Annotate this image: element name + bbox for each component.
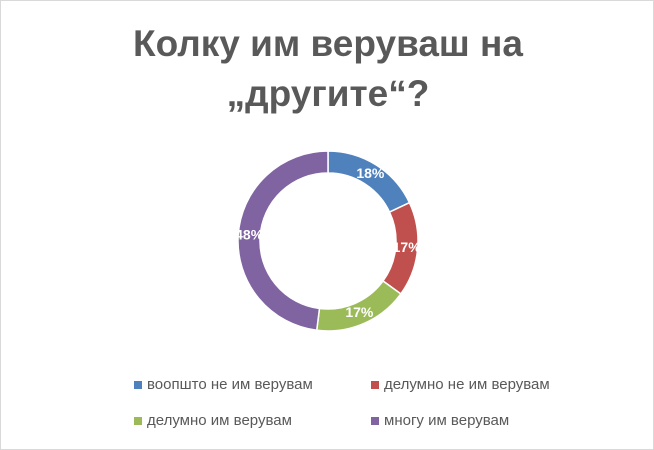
chart-title: Колку им веруваш на „другите“? xyxy=(133,23,523,114)
donut-segment xyxy=(237,150,329,332)
donut-segment xyxy=(327,150,411,214)
legend-label: воопшто не им верувам xyxy=(147,376,313,393)
data-label: 17% xyxy=(393,239,422,255)
data-label: 18% xyxy=(356,165,385,181)
legend-marker xyxy=(371,381,379,389)
legend-label: многу им верувам xyxy=(384,412,509,429)
legend-marker xyxy=(371,417,379,425)
data-label: 17% xyxy=(345,304,374,320)
legend-label: делумно не им верувам xyxy=(384,376,550,393)
data-label: 48% xyxy=(235,227,264,243)
legend-label: делумно им верувам xyxy=(147,412,292,429)
legend-marker xyxy=(134,381,142,389)
legend-marker xyxy=(134,417,142,425)
